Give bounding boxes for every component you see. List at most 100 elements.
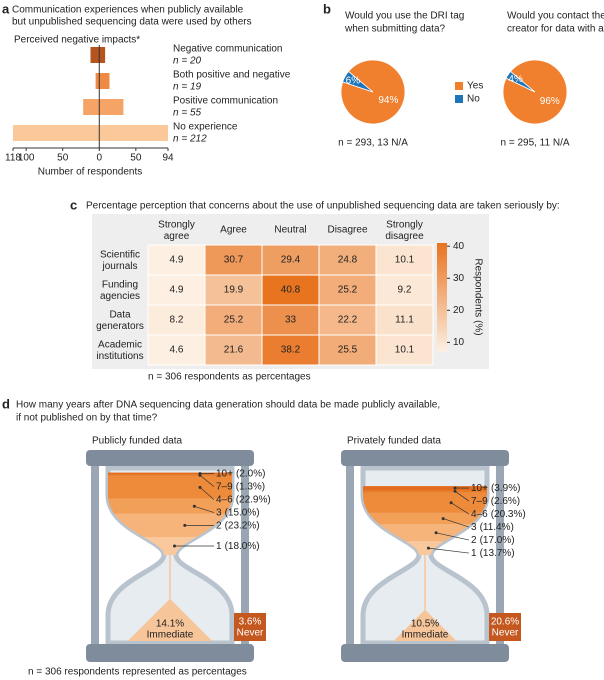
- panel-letter: b: [323, 1, 331, 16]
- heatmap-cell: [204, 274, 263, 306]
- panel-title: How many years after DNA sequencing data…: [16, 400, 440, 411]
- column-label: Strongly agree: [158, 219, 195, 242]
- sand-layer: [108, 472, 232, 475]
- sand-layer: [108, 513, 232, 537]
- post: [91, 462, 99, 648]
- heatmap-cell: [375, 334, 434, 366]
- column-label: Neutral: [274, 225, 306, 236]
- row-label: Scientific journals: [100, 249, 140, 271]
- immediate-sand: [127, 598, 213, 641]
- x-tick-label: 118: [5, 153, 21, 164]
- hourglass-title: Privately funded data: [347, 436, 441, 447]
- cell-label: 21.6: [224, 345, 244, 356]
- cell-label: 33: [285, 315, 297, 326]
- immediate-label: Immediate: [147, 630, 194, 641]
- bar: [90, 47, 100, 63]
- cell-label: 25.5: [338, 345, 358, 356]
- bar: [83, 99, 100, 115]
- heatmap-cell: [375, 274, 434, 306]
- layer-label: 3 (15.0%): [216, 507, 260, 518]
- heatmap-cell: [261, 304, 320, 336]
- colorbar-label: Respondents (%): [472, 258, 483, 335]
- heatmap-cell: [375, 304, 434, 336]
- pie-note: n = 293, 13 N/A: [338, 138, 408, 149]
- layer-category: 4–6: [216, 494, 233, 505]
- x-tick-label: 50: [57, 153, 69, 164]
- text-line: institutions: [96, 350, 143, 361]
- text-line: agree: [164, 230, 190, 241]
- colorbar-tick-label: 30: [453, 273, 465, 284]
- layer-label: 4–6 (20.3%): [471, 509, 526, 520]
- heatmap-cell: [204, 304, 263, 336]
- text-line: Data: [109, 309, 131, 320]
- bar: [99, 73, 110, 89]
- x-tick-label: 94: [162, 153, 174, 164]
- cell-label: 10.1: [395, 345, 415, 356]
- text-line: journals: [101, 260, 137, 271]
- text-line: generators: [96, 320, 144, 331]
- category-note: n = 20: [173, 56, 202, 67]
- text-line: Strongly: [158, 219, 195, 230]
- pie-title: Would you use the DRI tag: [345, 11, 464, 22]
- hourglass-title: Publicly funded data: [92, 436, 183, 447]
- category-label: Positive communication: [173, 96, 278, 107]
- cell-label: 38.2: [281, 345, 301, 356]
- category-label: No experience: [173, 122, 238, 133]
- layer-label: 1 (13.7%): [471, 548, 515, 559]
- layer-value: (11.4%): [480, 522, 514, 533]
- chart-note: n = 306 respondents represented as perce…: [28, 667, 247, 678]
- sand-layer: [363, 512, 487, 525]
- bar: [99, 99, 124, 115]
- layer-label: 7–9 (1.3%): [216, 481, 265, 492]
- layer-label: 7–9 (2.6%): [471, 496, 520, 507]
- x-tick-label: 50: [130, 153, 142, 164]
- column-label: Strongly disagree: [385, 219, 424, 242]
- legend-label: Perceived negative impacts*: [14, 35, 140, 46]
- layer-value: (1.3%): [236, 481, 265, 492]
- legend-swatch: [455, 82, 463, 90]
- chart-title: Communication experiences when publicly …: [12, 5, 244, 16]
- legend-label: No: [467, 94, 480, 105]
- heatmap-cell: [204, 244, 263, 276]
- layer-category: 7–9: [216, 481, 233, 492]
- cell-label: 9.2: [398, 285, 412, 296]
- heatmap-cell: [261, 334, 320, 366]
- panel-letter: c: [70, 197, 77, 212]
- category-label: Negative communication: [173, 44, 283, 55]
- layer-value: (15.0%): [225, 507, 260, 518]
- row-label: Funding agencies: [100, 279, 140, 302]
- colorbar-tick-label: 20: [453, 305, 465, 316]
- cell-label: 10.1: [395, 255, 415, 266]
- cell-label: 11.1: [395, 315, 414, 326]
- layer-value: (13.7%): [480, 548, 515, 559]
- legend-label: Yes: [467, 81, 483, 92]
- cell-label: 19.9: [224, 285, 244, 296]
- sand-layer: [363, 492, 487, 513]
- leader-line: [428, 547, 470, 554]
- leader-line: [443, 518, 470, 528]
- layer-label: 2 (23.2%): [216, 520, 260, 531]
- layer-value: (23.2%): [225, 520, 260, 531]
- layer-category: 2: [471, 535, 477, 546]
- cap: [86, 644, 254, 662]
- bar: [99, 47, 106, 63]
- text-line: Strongly: [386, 219, 423, 230]
- post: [496, 462, 504, 648]
- heatmap-cell: [261, 274, 320, 306]
- immediate-value: 14.1%: [156, 619, 184, 630]
- colorbar: [437, 243, 447, 352]
- cell-label: 30.7: [224, 255, 244, 266]
- layer-label: 4–6 (22.9%): [216, 494, 271, 505]
- text-line: agencies: [100, 290, 140, 301]
- pie-value-label: 4%: [508, 74, 523, 85]
- layer-category: 3: [471, 522, 477, 533]
- never-label: Never: [237, 628, 264, 639]
- column-label: Agree: [220, 225, 247, 236]
- cell-label: 8.2: [170, 315, 184, 326]
- panel-letter: a: [2, 1, 10, 16]
- post: [241, 462, 249, 648]
- layer-category: 10+: [471, 483, 488, 494]
- pie-slice: [342, 70, 374, 93]
- never-value: 20.6%: [491, 617, 519, 628]
